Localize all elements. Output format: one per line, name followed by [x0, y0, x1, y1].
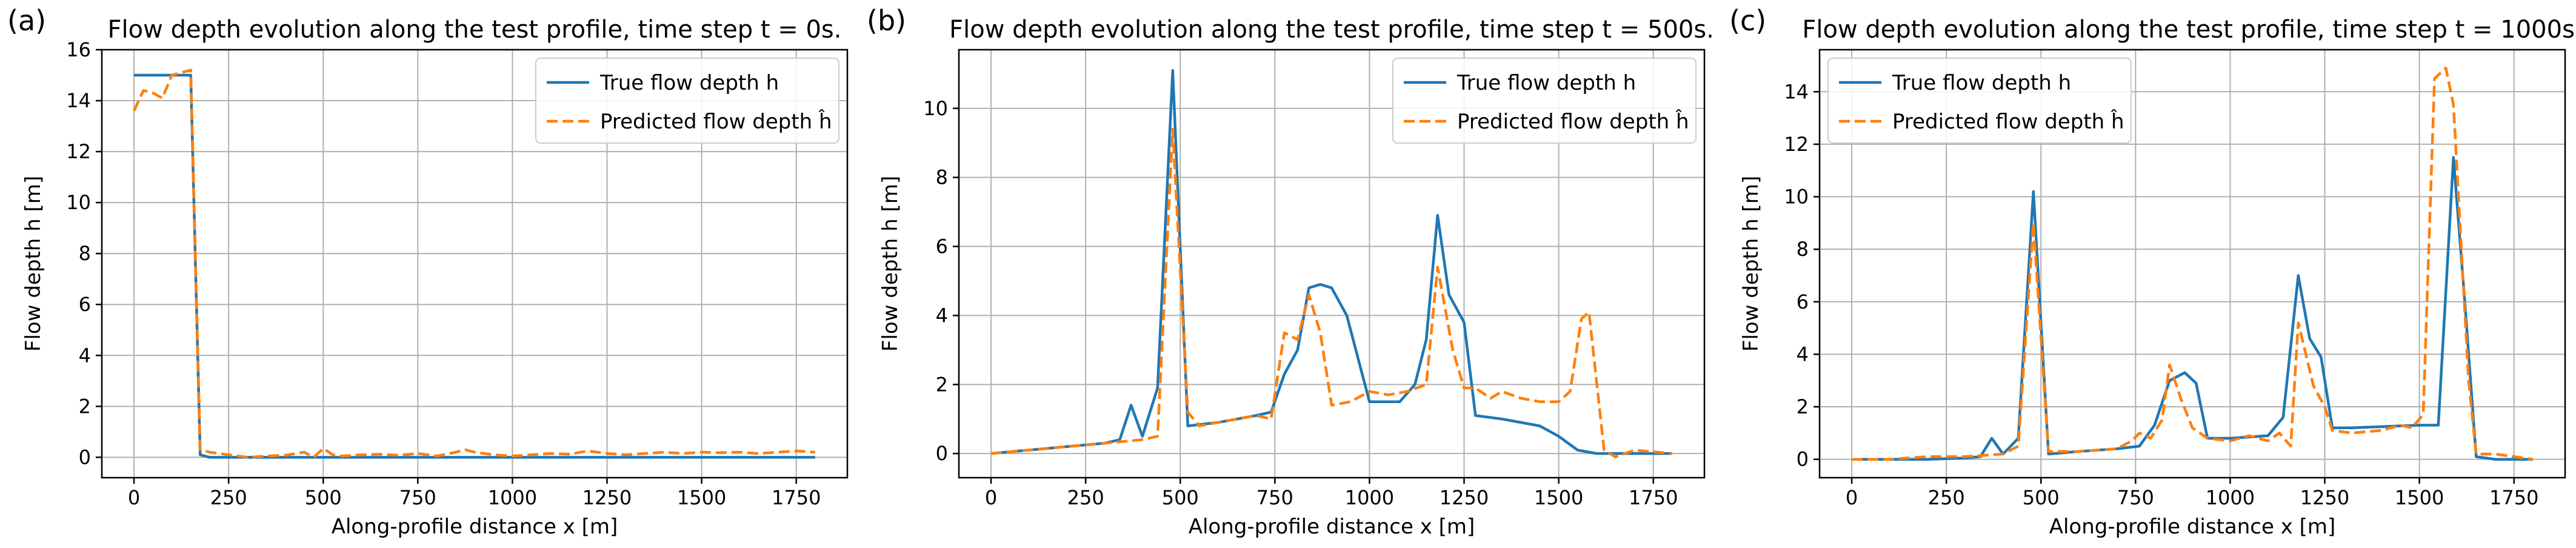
chart-title: Flow depth evolution along the test prof…	[108, 16, 842, 44]
y-tick-label: 2	[79, 395, 91, 418]
chart-panel-1: 0 250 500 750 1000 1250 1500 1750 0 2 4 6 8 10 12 14 16 A…	[7, 4, 849, 539]
legend-entry: Predicted flow depth ĥ	[1457, 109, 1689, 134]
x-tick-label: 750	[399, 486, 436, 509]
x-tick-label: 1750	[2489, 486, 2538, 509]
x-tick-label: 1750	[772, 486, 821, 509]
legend-box	[1392, 58, 1697, 144]
legend: True flow depth h Predicted flow depth ĥ	[1392, 58, 1697, 144]
true-depth-line	[1852, 156, 2533, 461]
y-tick-label: 12	[66, 140, 91, 163]
y-axis-label: Flow depth h [m]	[878, 176, 903, 352]
axes-frame	[1818, 48, 2566, 479]
x-tick-label: 1000	[2206, 486, 2255, 509]
y-tick-label: 6	[79, 293, 91, 316]
x-tick-label: 0	[1846, 486, 1858, 509]
x-tick-label: 1250	[2300, 486, 2349, 509]
x-tick-label: 1250	[1440, 486, 1489, 509]
x-tick-label: 1250	[582, 486, 632, 509]
y-tick-label: 0	[79, 446, 91, 469]
y-tick-label: 6	[936, 235, 948, 258]
y-tick-label: 14	[66, 89, 91, 112]
plot-area	[1852, 67, 2534, 461]
plot-area	[133, 68, 816, 459]
y-tick-label: 4	[1797, 343, 1809, 366]
y-tick-label: 4	[936, 304, 948, 327]
x-tick-label: 1750	[1629, 486, 1678, 509]
y-axis-label: Flow depth h [m]	[21, 176, 45, 352]
y-tick-label: 16	[66, 38, 91, 61]
x-tick-label: 500	[1162, 486, 1199, 509]
legend-box	[1827, 58, 2132, 144]
y-tick-label: 2	[936, 373, 948, 396]
x-axis-label: Along-profile distance x [m]	[332, 515, 618, 539]
legend-entry: Predicted flow depth ĥ	[1892, 109, 2124, 134]
y-tick-label: 12	[1784, 133, 1809, 156]
predicted-depth-line	[133, 68, 816, 459]
legend: True flow depth h Predicted flow depth ĥ	[535, 58, 839, 144]
y-tick-label: 4	[79, 344, 91, 367]
predicted-depth-line	[990, 127, 1673, 459]
legend-entry: Predicted flow depth ĥ	[600, 109, 832, 134]
panel-label: (a)	[7, 4, 46, 37]
chart-panel-3: 0 250 500 750 1000 1250 1500 1750 0 2 4 6 8 10 12 14 Alo…	[1729, 4, 2576, 539]
x-tick-label: 750	[2117, 486, 2154, 509]
x-tick-label: 1500	[1534, 486, 1583, 509]
y-tick-label: 8	[1797, 238, 1809, 261]
x-axis-label: Along-profile distance x [m]	[2049, 515, 2336, 539]
panel-label: (c)	[1729, 4, 1766, 37]
y-tick-label: 10	[66, 191, 91, 214]
axes-frame	[101, 48, 849, 479]
y-tick-label: 14	[1784, 80, 1809, 103]
x-tick-label: 1000	[1345, 486, 1394, 509]
x-tick-label: 1500	[2395, 486, 2444, 509]
x-tick-label: 1000	[488, 486, 537, 509]
x-axis-label: Along-profile distance x [m]	[1189, 515, 1475, 539]
y-tick-label: 2	[1797, 395, 1809, 418]
y-tick-label: 8	[79, 242, 91, 265]
legend-entry: True flow depth h	[599, 71, 779, 95]
predicted-depth-line	[1852, 67, 2534, 461]
x-tick-label: 0	[985, 486, 997, 509]
true-depth-line	[990, 68, 1672, 455]
x-tick-label: 250	[1928, 486, 1965, 509]
y-tick-label: 0	[936, 442, 948, 465]
axes-frame	[958, 48, 1706, 479]
panel-label: (b)	[867, 4, 906, 37]
x-tick-label: 0	[128, 486, 140, 509]
x-tick-label: 500	[2023, 486, 2060, 509]
x-tick-label: 250	[210, 486, 247, 509]
chart-title: Flow depth evolution along the test prof…	[1802, 16, 2576, 44]
y-axis-label: Flow depth h [m]	[1739, 176, 1763, 352]
plot-area	[990, 68, 1673, 459]
x-tick-label: 750	[1256, 486, 1293, 509]
y-tick-label: 10	[1784, 185, 1809, 209]
y-tick-label: 8	[936, 166, 948, 189]
x-tick-label: 250	[1067, 486, 1104, 509]
legend-box	[535, 58, 839, 144]
x-tick-label: 500	[305, 486, 342, 509]
legend: True flow depth h Predicted flow depth ĥ	[1827, 58, 2132, 144]
legend-entry: True flow depth h	[1892, 71, 2071, 95]
legend-entry: True flow depth h	[1457, 71, 1636, 95]
x-tick-label: 1500	[677, 486, 726, 509]
chart-title: Flow depth evolution along the test prof…	[949, 16, 1714, 44]
y-tick-label: 6	[1797, 290, 1809, 313]
chart-panel-2: 0 250 500 750 1000 1250 1500 1750 0 2 4 6 8 10 Along-p…	[867, 4, 1714, 539]
y-tick-label: 0	[1797, 448, 1809, 471]
y-tick-label: 10	[923, 97, 948, 120]
